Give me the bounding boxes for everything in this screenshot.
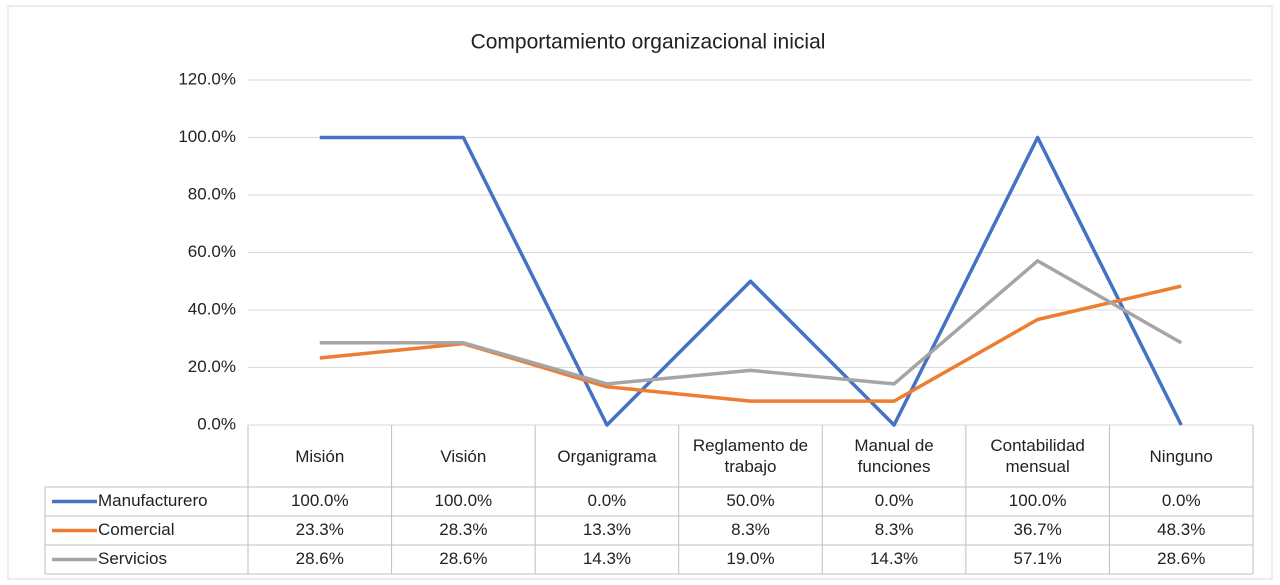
data-label: 14.3% (870, 549, 918, 568)
x-tick-label: Organigrama (557, 446, 657, 466)
y-tick-label: 60.0% (188, 242, 236, 261)
data-label: 28.6% (296, 549, 344, 568)
chart-border (7, 5, 1273, 580)
chart-title: Comportamiento organizacional inicial (471, 31, 826, 54)
legend-label: Comercial (98, 520, 175, 539)
data-label: 8.3% (875, 520, 914, 539)
data-label: 14.3% (583, 549, 631, 568)
data-label: 100.0% (435, 491, 493, 510)
data-label: 28.3% (439, 520, 487, 539)
y-tick-label: 20.0% (188, 357, 236, 376)
y-tick-label: 120.0% (178, 69, 236, 88)
series-line (319, 259, 1183, 386)
data-label: 100.0% (1009, 491, 1067, 510)
data-label: 57.1% (1014, 549, 1062, 568)
data-label: 0.0% (875, 491, 914, 510)
legend-label: Manufacturero (98, 491, 208, 510)
x-tick-label: Manual de funciones (854, 436, 934, 476)
series-line (319, 135, 1183, 427)
data-label: 36.7% (1014, 520, 1062, 539)
data-label: 28.6% (439, 549, 487, 568)
data-label: 0.0% (588, 491, 627, 510)
y-tick-label: 80.0% (188, 184, 236, 203)
x-tick-label: Contabilidad mensual (990, 436, 1085, 476)
y-tick-label: 0.0% (197, 414, 236, 433)
data-label: 23.3% (296, 520, 344, 539)
y-tick-label: 40.0% (188, 299, 236, 318)
data-label: 0.0% (1162, 491, 1201, 510)
data-label: 50.0% (726, 491, 774, 510)
x-tick-label: Ninguno (1149, 446, 1213, 466)
x-tick-label: Reglamento de trabajo (692, 436, 809, 476)
data-label: 19.0% (726, 549, 774, 568)
data-label: 28.6% (1157, 549, 1205, 568)
data-label: 13.3% (583, 520, 631, 539)
data-label: 8.3% (731, 520, 770, 539)
legend-label: Servicios (98, 549, 167, 568)
x-tick-label: Misión (295, 446, 345, 466)
data-label: 48.3% (1157, 520, 1205, 539)
x-tick-label: Visión (440, 446, 487, 466)
data-label: 100.0% (291, 491, 349, 510)
y-tick-label: 100.0% (178, 127, 236, 146)
